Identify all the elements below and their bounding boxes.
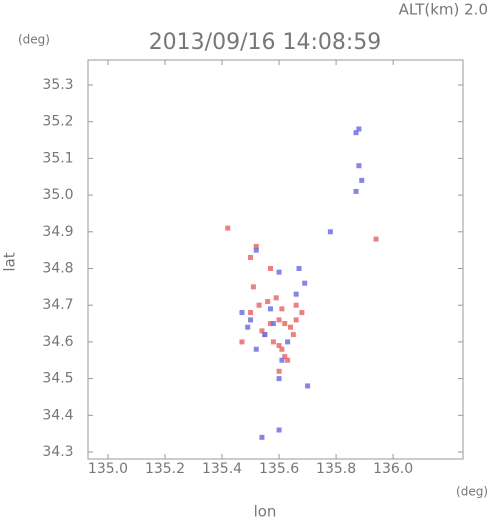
x-tick-label: 135.0 xyxy=(88,461,128,477)
y-tick-label: 34.6 xyxy=(42,334,73,350)
radar-cell xyxy=(268,321,274,327)
y-tick-label: 34.3 xyxy=(42,444,73,460)
x-axis-label: lon xyxy=(254,503,277,521)
radar-cell xyxy=(285,357,291,363)
radar-cell xyxy=(356,126,362,132)
radar-cell xyxy=(253,346,259,352)
radar-cell xyxy=(293,317,299,323)
y-tick-label: 34.4 xyxy=(42,407,73,423)
y-tick-label: 35.0 xyxy=(42,187,73,203)
y-axis-label: lat xyxy=(1,252,19,271)
radar-cell xyxy=(276,343,282,349)
radar-cell xyxy=(276,269,282,275)
radar-cell xyxy=(279,346,285,352)
radar-cell xyxy=(282,354,288,360)
radar-cell xyxy=(259,434,265,440)
radar-cell xyxy=(296,265,302,271)
radar-cell xyxy=(259,328,265,334)
radar-cell xyxy=(353,188,359,194)
radar-cell xyxy=(279,306,285,312)
y-tick-label: 34.8 xyxy=(42,260,73,276)
radar-cell xyxy=(276,376,282,382)
radar-cell xyxy=(248,254,254,260)
radar-cell xyxy=(305,383,311,389)
radar-cell xyxy=(239,339,245,345)
y-unit: (deg) xyxy=(18,33,50,47)
radar-cell xyxy=(276,317,282,323)
radar-cell xyxy=(239,310,245,316)
radar-cell xyxy=(248,317,254,323)
radar-cell xyxy=(245,324,251,330)
x-tick-label: 136.0 xyxy=(373,461,413,477)
radar-cell xyxy=(248,310,254,316)
radar-cell xyxy=(276,427,282,433)
radar-cell xyxy=(273,295,279,301)
radar-cell xyxy=(353,130,359,136)
y-tick-label: 35.3 xyxy=(42,77,73,93)
x-unit: (deg) xyxy=(456,485,488,499)
y-tick-label: 34.7 xyxy=(42,297,73,313)
radar-cell xyxy=(299,310,305,316)
radar-cell xyxy=(285,339,291,345)
radar-cell xyxy=(290,332,296,338)
y-tick-label: 35.2 xyxy=(42,114,73,130)
radar-cell xyxy=(359,177,365,183)
y-tick-label: 34.9 xyxy=(42,224,73,240)
radar-cell xyxy=(262,332,268,338)
radar-cell xyxy=(356,163,362,169)
x-tick-label: 135.4 xyxy=(202,461,242,477)
radar-cell xyxy=(270,339,276,345)
radar-cell xyxy=(253,247,259,253)
y-tick-label: 34.5 xyxy=(42,371,73,387)
radar-cell xyxy=(253,243,259,249)
radar-cell xyxy=(270,321,276,327)
radar-cell xyxy=(225,225,231,231)
radar-cell xyxy=(265,299,271,305)
radar-cell xyxy=(268,265,274,271)
radar-cell xyxy=(293,291,299,297)
radar-cell xyxy=(373,236,379,242)
radar-cell xyxy=(287,324,293,330)
radar-cell xyxy=(250,284,256,290)
chart-title: 2013/09/16 14:08:59 xyxy=(149,30,382,55)
x-tick-label: 135.8 xyxy=(316,461,356,477)
radar-cell xyxy=(268,306,274,312)
radar-cell xyxy=(256,302,262,308)
radar-cell xyxy=(293,302,299,308)
radar-cell xyxy=(302,280,308,286)
radar-cell xyxy=(282,321,288,327)
x-tick-label: 135.6 xyxy=(259,461,299,477)
y-tick-label: 35.1 xyxy=(42,150,73,166)
plot-frame xyxy=(87,59,464,460)
x-tick-label: 135.2 xyxy=(145,461,185,477)
altitude-label: ALT(km) 2.0 xyxy=(399,1,488,19)
radar-cell xyxy=(276,368,282,374)
radar-cell xyxy=(279,357,285,363)
radar-cell xyxy=(327,229,333,235)
